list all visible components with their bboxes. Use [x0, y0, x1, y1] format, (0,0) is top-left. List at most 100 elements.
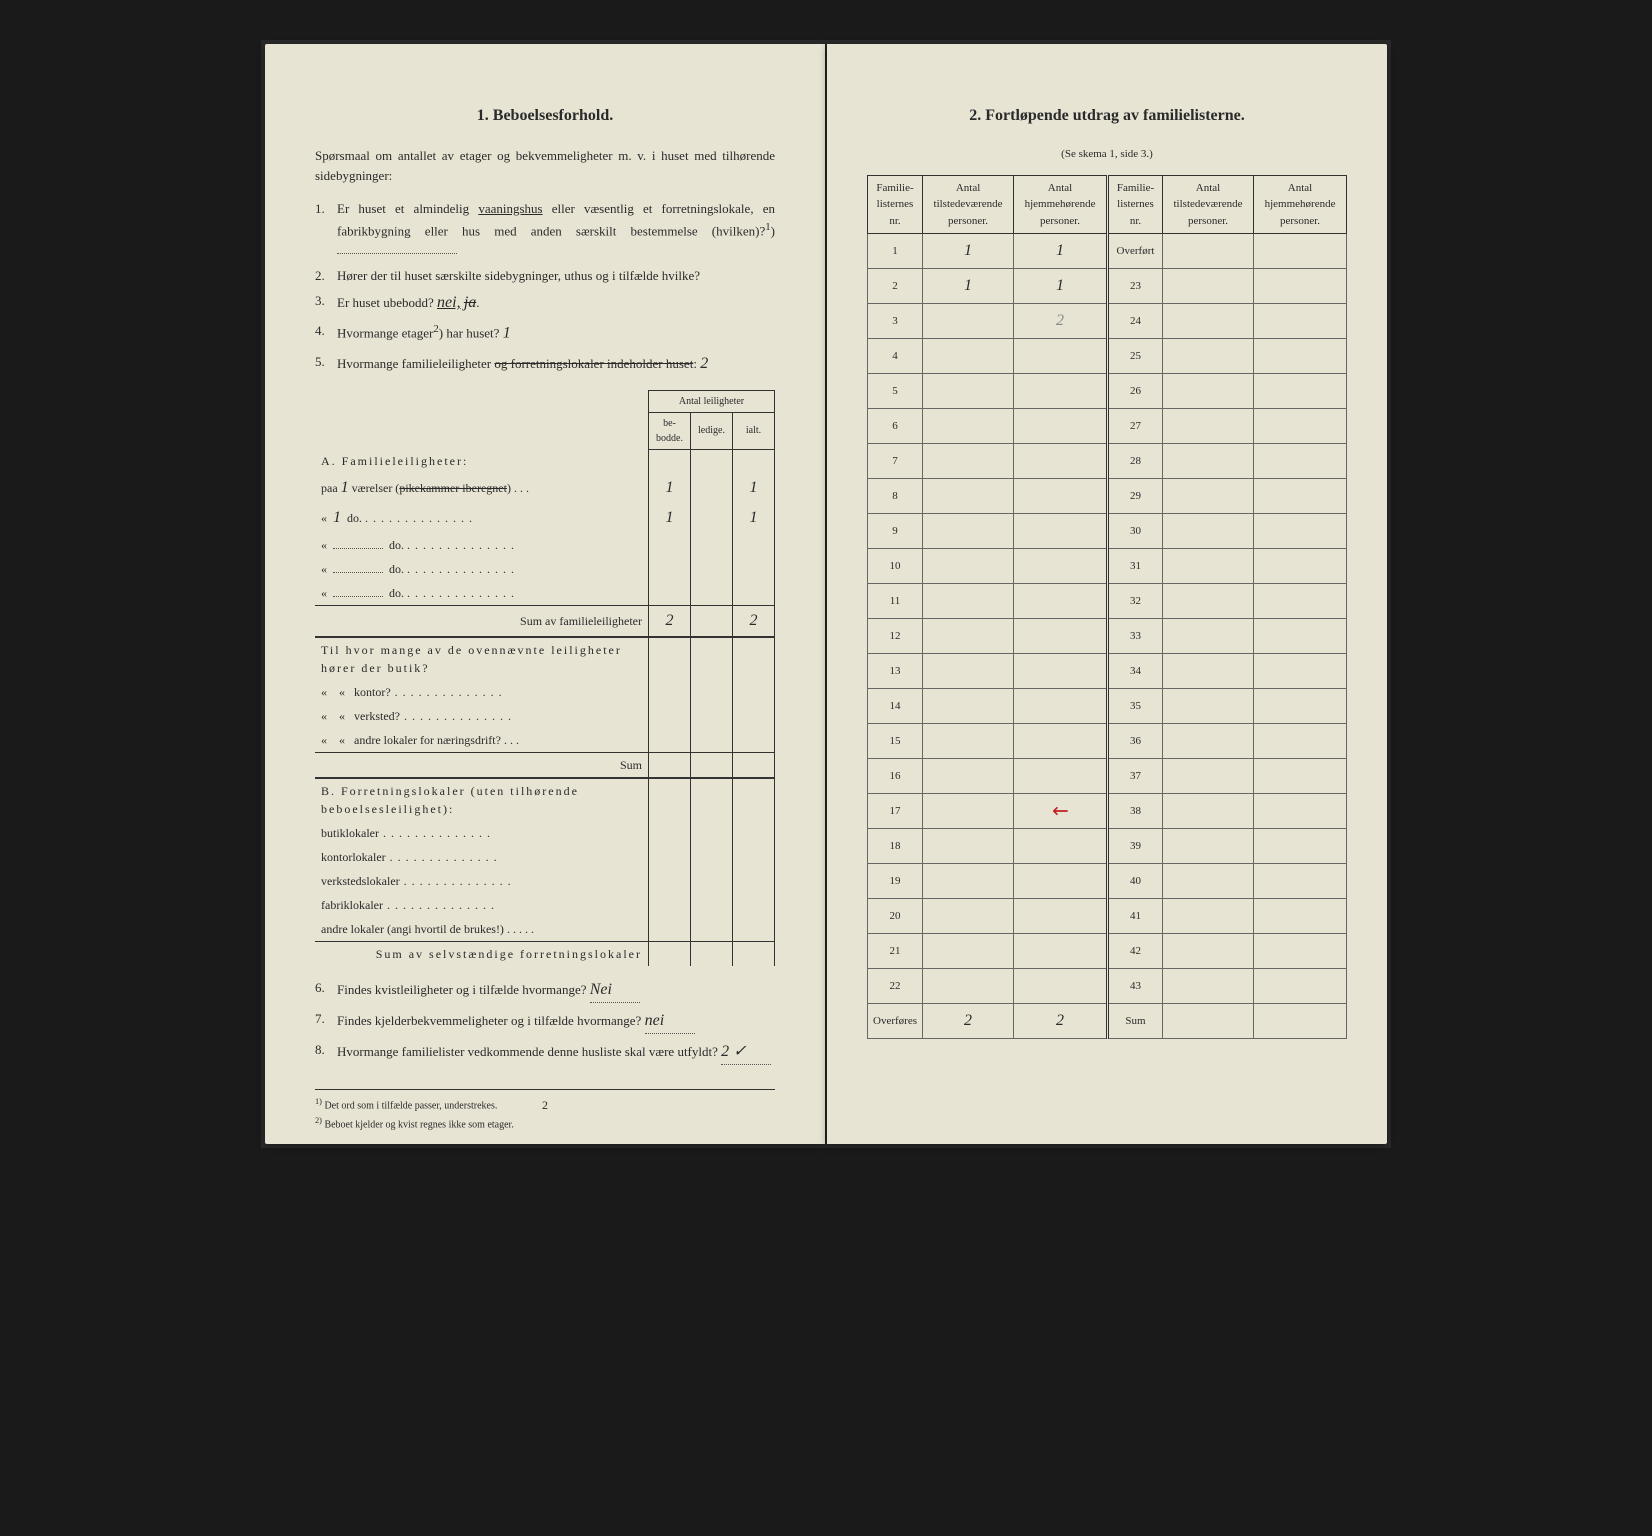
- q5-answer: 2: [700, 355, 708, 372]
- resident-left: 2: [1014, 304, 1108, 339]
- q8: 8. Hvormange familielister vedkommende d…: [315, 1040, 775, 1065]
- present-left: [923, 339, 1014, 374]
- section-a-label: A. Familieleiligheter:: [315, 449, 649, 473]
- apt-h-ialt: ialt.: [733, 412, 775, 449]
- row-num-right: 37: [1107, 759, 1162, 794]
- present-left: [923, 549, 1014, 584]
- intro-text: Spørsmaal om antallet av etager og bekve…: [315, 146, 775, 185]
- register-row: 13 34: [868, 654, 1347, 689]
- overfores-present: 2: [923, 1004, 1014, 1039]
- section-b-label: B. Forretningslokaler (uten tilhørende b…: [315, 778, 649, 821]
- q5-text: Hvormange familieleiligheter og forretni…: [337, 352, 775, 376]
- register-row: 10 31: [868, 549, 1347, 584]
- reg-h2-left: Antal tilstedeværende personer.: [923, 175, 1014, 234]
- overfort-label: Overført: [1107, 234, 1162, 269]
- register-row: 1132: [868, 584, 1347, 619]
- row-num-left: 7: [868, 444, 923, 479]
- register-row: Overføres22Sum: [868, 1004, 1347, 1039]
- resident-left: [1014, 899, 1108, 934]
- resident-left: [1014, 479, 1108, 514]
- register-row: 6 27: [868, 409, 1347, 444]
- present-left: [923, 619, 1014, 654]
- row-num-right: 28: [1107, 444, 1162, 479]
- register-row: 930: [868, 514, 1347, 549]
- present-left: [923, 934, 1014, 969]
- q4: 4. Hvormange etager2) har huset? 1: [315, 321, 775, 345]
- present-left: [923, 409, 1014, 444]
- register-row: 12 33: [868, 619, 1347, 654]
- present-left: [923, 759, 1014, 794]
- q1: 1. Er huset et almindelig vaaningshus el…: [315, 199, 775, 260]
- apt-header-group: Antal leiligheter: [649, 390, 775, 412]
- resident-left: [1014, 864, 1108, 899]
- reg-h1-right: Familie-listernes nr.: [1107, 175, 1162, 234]
- extra-butik: Til hvor mange av de ovennævnte leilighe…: [315, 637, 649, 680]
- row-num-right: 34: [1107, 654, 1162, 689]
- row-num-left: 3: [868, 304, 923, 339]
- sec2-num: 2.: [969, 107, 981, 124]
- row-num-right: 31: [1107, 549, 1162, 584]
- row-num-right: 42: [1107, 934, 1162, 969]
- apartment-table: Antal leiligheter be-bodde. ledige. ialt…: [315, 390, 775, 967]
- present-left: 1: [923, 234, 1014, 269]
- q2-text: Hører der til huset særskilte sidebygnin…: [337, 266, 775, 286]
- row-num-left: 10: [868, 549, 923, 584]
- register-row: 21123: [868, 269, 1347, 304]
- row-num-right: 27: [1107, 409, 1162, 444]
- row-num-left: 13: [868, 654, 923, 689]
- row-num-right: 29: [1107, 479, 1162, 514]
- register-table: Familie-listernes nr. Antal tilstedevære…: [867, 175, 1347, 1040]
- page-number-2: 2: [265, 1096, 825, 1114]
- left-page: 1. Beboelsesforhold. Spørsmaal om antall…: [265, 44, 825, 1144]
- resident-left: [1014, 514, 1108, 549]
- register-row: 17↙38: [868, 794, 1347, 829]
- row-num-left: 11: [868, 584, 923, 619]
- register-row: 2041: [868, 899, 1347, 934]
- resident-left: [1014, 409, 1108, 444]
- row-num-right: 33: [1107, 619, 1162, 654]
- row-num-left: 6: [868, 409, 923, 444]
- apt-row-1: paa 1 værelser (pikekammer iberegnet) . …: [315, 473, 775, 503]
- q4-text: Hvormange etager2) har huset? 1: [337, 321, 775, 345]
- apartment-table-block: Antal leiligheter be-bodde. ledige. ialt…: [315, 390, 775, 967]
- register-row: 1536: [868, 724, 1347, 759]
- row-num-left: 9: [868, 514, 923, 549]
- q1-num: 1.: [315, 199, 337, 260]
- row-num-left: 22: [868, 969, 923, 1004]
- apt-h-bebodde: be-bodde.: [649, 412, 691, 449]
- resident-left: [1014, 829, 1108, 864]
- sec1-num: 1.: [477, 107, 489, 124]
- apt-h-ledige: ledige.: [691, 412, 733, 449]
- row-num-right: 39: [1107, 829, 1162, 864]
- resident-left: [1014, 724, 1108, 759]
- row-num-right: 35: [1107, 689, 1162, 724]
- present-left: [923, 724, 1014, 759]
- row-num-left: 19: [868, 864, 923, 899]
- q7-answer: nei: [645, 1009, 695, 1034]
- row-num-left: 21: [868, 934, 923, 969]
- row-num-left: 20: [868, 899, 923, 934]
- q5: 5. Hvormange familieleiligheter og forre…: [315, 352, 775, 376]
- register-row: 3224: [868, 304, 1347, 339]
- row-num-left: 12: [868, 619, 923, 654]
- row-num-left: 14: [868, 689, 923, 724]
- sum-label: Sum: [1107, 1004, 1162, 1039]
- resident-left: 1: [1014, 269, 1108, 304]
- register-row: 21 42: [868, 934, 1347, 969]
- resident-left: [1014, 689, 1108, 724]
- overfores-label: Overføres: [868, 1004, 923, 1039]
- row-num-right: 26: [1107, 374, 1162, 409]
- reg-h3-right: Antal hjemmehørende personer.: [1254, 175, 1347, 234]
- sec2-title: Fortløpende utdrag av familielisterne.: [985, 107, 1245, 124]
- row-num-left: 18: [868, 829, 923, 864]
- resident-left: [1014, 619, 1108, 654]
- question-list-2: 6. Findes kvistleiligheter og i tilfælde…: [315, 978, 775, 1065]
- present-left: [923, 584, 1014, 619]
- present-left: [923, 899, 1014, 934]
- sec2-subtitle: (Se skema 1, side 3.): [867, 146, 1347, 163]
- sum-b-label: Sum av selvstændige forretningslokaler: [315, 942, 649, 967]
- row-num-right: 25: [1107, 339, 1162, 374]
- q3-num: 3.: [315, 291, 337, 315]
- reg-h1-left: Familie-listernes nr.: [868, 175, 923, 234]
- q3-answer: nei,: [437, 294, 461, 311]
